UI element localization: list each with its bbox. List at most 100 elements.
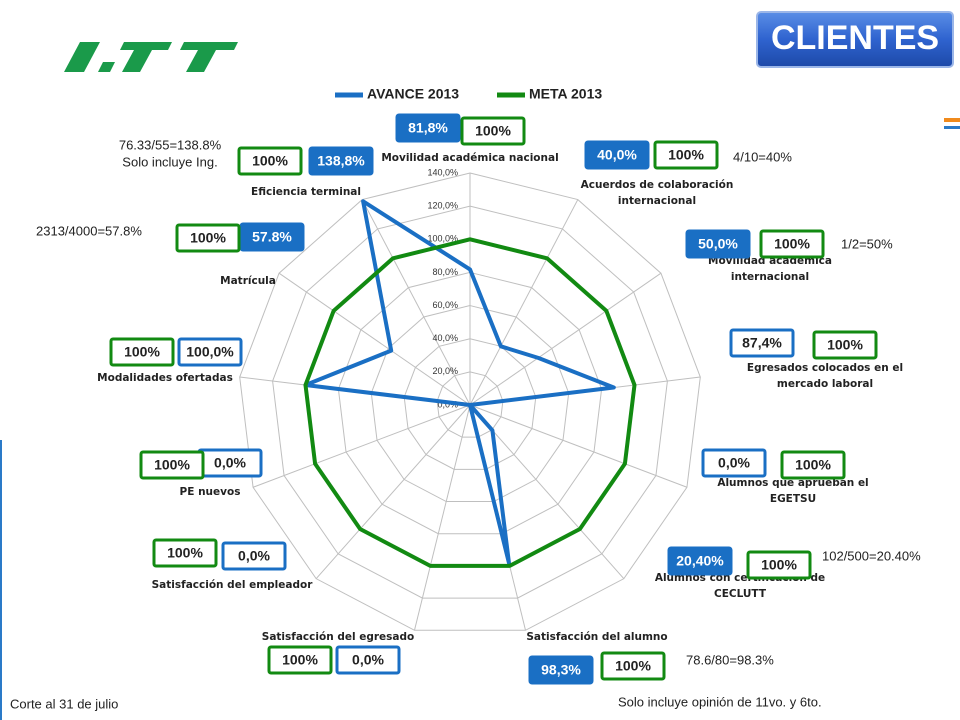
value-label-box bbox=[729, 328, 795, 358]
decor bbox=[0, 440, 2, 720]
category-label-wrap: Alumnos con certificacion de CECLUTT bbox=[625, 568, 855, 604]
spoke bbox=[469, 199, 579, 406]
category-label: Egresados colocados en el mercado labora… bbox=[746, 362, 904, 390]
value-label-box bbox=[395, 113, 461, 143]
category-label-wrap: Acuerdos de colaboración internacional bbox=[542, 175, 772, 211]
r-tick-label: 140,0% bbox=[427, 167, 458, 177]
r-tick-label: 20,0% bbox=[432, 366, 458, 376]
spoke bbox=[252, 404, 471, 488]
category-label-box: Eficiencia terminal bbox=[191, 174, 421, 210]
category-label-box: Matrícula bbox=[133, 263, 363, 299]
grid-ring bbox=[436, 371, 504, 438]
category-label-box: Satisfacción del empleador bbox=[151, 579, 313, 591]
category-label: PE nuevos bbox=[179, 486, 241, 498]
header-button bbox=[756, 11, 954, 68]
value-label-box bbox=[701, 448, 767, 478]
annotation: 1/2=50% bbox=[841, 236, 893, 251]
grid-ring bbox=[337, 271, 603, 535]
series-line bbox=[303, 237, 637, 568]
annotation: Corte al 31 de julio bbox=[10, 696, 118, 711]
spoke bbox=[315, 404, 471, 579]
value-label-box bbox=[460, 116, 526, 146]
value-label-box bbox=[221, 541, 287, 571]
spoke bbox=[361, 199, 471, 406]
value-label: 98,3% bbox=[541, 662, 581, 678]
category-label-wrap: PE nuevos bbox=[95, 474, 325, 510]
category-label-box: Alumnos con certificacion de CECLUTT bbox=[625, 568, 855, 604]
value-label-box bbox=[335, 645, 401, 675]
grid-ring bbox=[403, 338, 537, 470]
value-label: 100% bbox=[761, 557, 797, 573]
value-label: 20,40% bbox=[676, 553, 724, 569]
category-label: Movilidad académica nacional bbox=[381, 152, 559, 164]
category-label-wrap: Matrícula bbox=[133, 263, 363, 299]
category-label-box: Satisfacción del egresado bbox=[223, 619, 453, 655]
value-label-box bbox=[759, 229, 825, 259]
category-label-box: Alumnos que aprueban el EGETSU bbox=[717, 477, 869, 505]
value-label-box bbox=[239, 222, 305, 252]
category-label-box: PE nuevos bbox=[95, 474, 325, 510]
grid-ring bbox=[370, 305, 570, 503]
category-label: Eficiencia terminal bbox=[251, 186, 361, 198]
value-label-box bbox=[667, 546, 733, 576]
value-label: 50,0% bbox=[698, 236, 738, 252]
category-label: Acuerdos de colaboración internacional bbox=[580, 179, 734, 207]
annotation: 78.6/80=98.3% bbox=[686, 652, 774, 667]
value-label-box bbox=[528, 655, 594, 685]
category-label-box: Movilidad académica nacional bbox=[355, 140, 585, 176]
annotation: 102/500=20.40% bbox=[822, 548, 921, 563]
value-label: 100% bbox=[795, 457, 831, 473]
value-label-box bbox=[746, 550, 812, 580]
legend-label: AVANCE 2013 bbox=[367, 86, 459, 102]
value-label: 40,0% bbox=[597, 147, 637, 163]
value-label: 57.8% bbox=[252, 229, 292, 245]
category-label-wrap: Egresados colocados en el mercado labora… bbox=[710, 358, 940, 394]
spoke bbox=[469, 272, 662, 406]
value-label-box bbox=[237, 146, 303, 176]
series-line bbox=[303, 199, 616, 566]
value-label-box bbox=[267, 645, 333, 675]
spoke bbox=[413, 404, 471, 631]
category-label-wrap: Movilidad académica nacional bbox=[355, 140, 585, 176]
category-label-box: Egresados colocados en el mercado labora… bbox=[710, 358, 940, 394]
category-label-wrap: Modalidades ofertadas bbox=[50, 360, 280, 396]
r-tick-label: 120,0% bbox=[427, 201, 458, 211]
grid-ring bbox=[272, 205, 668, 599]
value-label: 100% bbox=[615, 658, 651, 674]
value-label: 100% bbox=[282, 652, 318, 668]
category-label: Satisfacción del empleador bbox=[151, 579, 313, 591]
category-label: Modalidades ofertadas bbox=[97, 372, 233, 384]
value-label-box bbox=[175, 223, 241, 253]
category-label-wrap: Eficiencia terminal bbox=[191, 174, 421, 210]
value-label: 100% bbox=[827, 337, 863, 353]
category-label-wrap: Satisfacción del egresado bbox=[223, 619, 453, 655]
decor bbox=[944, 126, 960, 129]
annotation: Solo incluye opinión de 11vo. y 6to. bbox=[618, 694, 822, 709]
category-label-box: Satisfacción del alumno bbox=[482, 619, 712, 655]
spoke bbox=[469, 404, 625, 579]
spoke bbox=[469, 404, 688, 488]
value-label: 0,0% bbox=[214, 455, 246, 471]
value-label-box bbox=[653, 140, 719, 170]
value-label-box bbox=[152, 538, 218, 568]
annotation: Solo incluye Ing. bbox=[122, 154, 217, 169]
value-label-box bbox=[685, 229, 751, 259]
value-label: 100% bbox=[668, 147, 704, 163]
decor bbox=[944, 118, 960, 122]
value-label: 0,0% bbox=[718, 455, 750, 471]
value-label-box bbox=[584, 140, 650, 170]
category-label-box: Modalidades ofertadas bbox=[50, 360, 280, 396]
r-tick-label: 100,0% bbox=[427, 234, 458, 244]
annotation: 2313/4000=57.8% bbox=[36, 223, 142, 238]
legend-label: META 2013 bbox=[529, 86, 602, 102]
r-tick-label: 0,0% bbox=[437, 399, 458, 409]
r-tick-label: 60,0% bbox=[432, 300, 458, 310]
category-label: Matrícula bbox=[220, 275, 276, 287]
value-label: 87,4% bbox=[742, 335, 782, 351]
value-label-box bbox=[780, 450, 846, 480]
r-tick-label: 40,0% bbox=[432, 333, 458, 343]
category-label: Alumnos que aprueban el EGETSU bbox=[717, 477, 869, 505]
category-label-wrap: Satisfacción del alumno bbox=[482, 619, 712, 655]
value-label: 100% bbox=[774, 236, 810, 252]
